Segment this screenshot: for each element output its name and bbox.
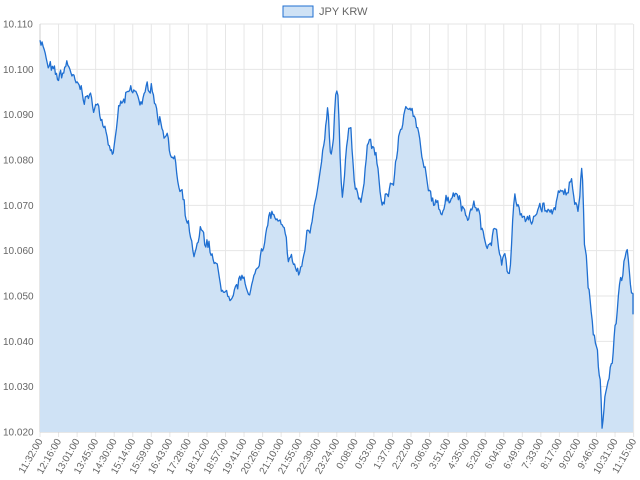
y-tick-label: 10.050 <box>3 292 34 303</box>
legend-label[interactable]: JPY KRW <box>319 6 368 18</box>
y-tick-label: 10.060 <box>3 246 34 257</box>
y-tick-label: 10.020 <box>3 428 34 439</box>
x-axis: 11:32:0012:16:0013:01:0013:45:0014:30:00… <box>17 437 639 477</box>
series-line-jpy-krw[interactable] <box>39 40 634 429</box>
legend[interactable]: JPY KRW <box>282 5 368 18</box>
y-tick-label: 10.080 <box>3 156 34 167</box>
y-tick-label: 10.090 <box>3 110 34 121</box>
legend-swatch[interactable] <box>282 5 314 18</box>
plot-area <box>39 40 634 433</box>
y-tick-label: 10.100 <box>3 65 34 76</box>
y-axis: 10.020 10.030 10.040 10.050 10.060 10.070 10.0… <box>3 20 34 439</box>
y-tick-label: 10.030 <box>3 382 34 393</box>
y-tick-label: 10.070 <box>3 201 34 212</box>
y-tick-label: 10.040 <box>3 337 34 348</box>
y-tick-label: 10.110 <box>3 20 33 31</box>
series-area-fill <box>40 40 633 433</box>
